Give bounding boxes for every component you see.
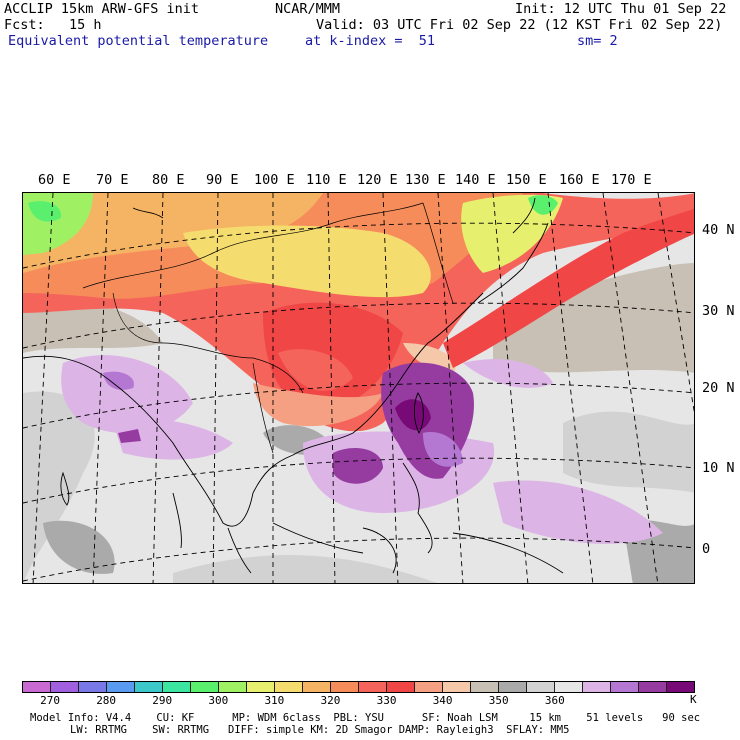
colorbar-swatch [135, 682, 163, 692]
colorbar-swatch [51, 682, 79, 692]
forecast-hour: Fcst: 15 h [4, 17, 102, 33]
colorbar-swatch [471, 682, 499, 692]
valid-time: Valid: 03 UTC Fri 02 Sep 22 (12 KST Fri … [316, 17, 723, 33]
longitude-label: 170 E [611, 172, 652, 188]
colorbar-swatch [219, 682, 247, 692]
colorbar-tick-label: 360 [544, 694, 565, 707]
longitude-label: 130 E [405, 172, 446, 188]
longitude-label: 60 E [38, 172, 71, 188]
colorbar-swatch [79, 682, 107, 692]
longitude-label: 150 E [506, 172, 547, 188]
latitude-label: 30 N [702, 303, 735, 319]
colorbar-tick-label: 330 [376, 694, 397, 707]
longitude-label: 140 E [455, 172, 496, 188]
colorbar-swatch [359, 682, 387, 692]
organization-label: NCAR/MMM [275, 1, 341, 17]
colorbar-swatch [443, 682, 471, 692]
colorbar-tick-label: 320 [320, 694, 341, 707]
level-index: at k-index = 51 [305, 33, 436, 49]
longitude-label: 160 E [559, 172, 600, 188]
colorbar-swatch [107, 682, 135, 692]
init-time: Init: 12 UTC Thu 01 Sep 22 [515, 1, 727, 17]
latitude-label: 0 [702, 541, 711, 557]
colorbar-swatch [555, 682, 583, 692]
colorbar-tick-label: 280 [96, 694, 117, 707]
model-info-line1: Model Info: V4.4 CU: KF MP: WDM 6class P… [30, 712, 701, 724]
colorbar-swatch [611, 682, 639, 692]
longitude-label: 90 E [206, 172, 239, 188]
model-info-line2: LW: RRTMG SW: RRTMG DIFF: simple KM: 2D … [70, 724, 570, 736]
colorbar-swatch [163, 682, 191, 692]
colorbar-swatch [639, 682, 667, 692]
latitude-label: 10 N [702, 460, 735, 476]
colorbar-tick-label: 290 [152, 694, 173, 707]
colorbar-tick-label: 310 [264, 694, 285, 707]
theta-e-map [22, 192, 695, 584]
latitude-label: 40 N [702, 222, 735, 238]
colorbar-swatch [527, 682, 555, 692]
colorbar-swatch [331, 682, 359, 692]
colorbar-tick-label: 270 [40, 694, 60, 707]
latitude-label: 20 N [702, 380, 735, 396]
colorbar-swatch [191, 682, 219, 692]
colorbar-tick-label: 340 [432, 694, 453, 707]
field-name: Equivalent potential temperature [8, 33, 269, 49]
longitude-label: 100 E [254, 172, 295, 188]
colorbar-swatch [387, 682, 415, 692]
colorbar-unit: K [690, 693, 697, 706]
colorbar-swatch [275, 682, 303, 692]
colorbar-swatch [499, 682, 527, 692]
colorbar-swatch [667, 682, 694, 692]
colorbar [22, 681, 695, 693]
colorbar-swatch [247, 682, 275, 692]
longitude-label: 70 E [96, 172, 129, 188]
longitude-label: 80 E [152, 172, 185, 188]
colorbar-swatch [23, 682, 51, 692]
longitude-label: 120 E [357, 172, 398, 188]
colorbar-tick-label: 350 [488, 694, 509, 707]
colorbar-swatch [583, 682, 611, 692]
model-title: ACCLIP 15km ARW-GFS init [4, 1, 200, 17]
colorbar-swatch [303, 682, 331, 692]
smoothing-label: sm= 2 [577, 33, 618, 49]
colorbar-swatch [415, 682, 443, 692]
colorbar-tick-label: 300 [208, 694, 229, 707]
longitude-label: 110 E [306, 172, 347, 188]
